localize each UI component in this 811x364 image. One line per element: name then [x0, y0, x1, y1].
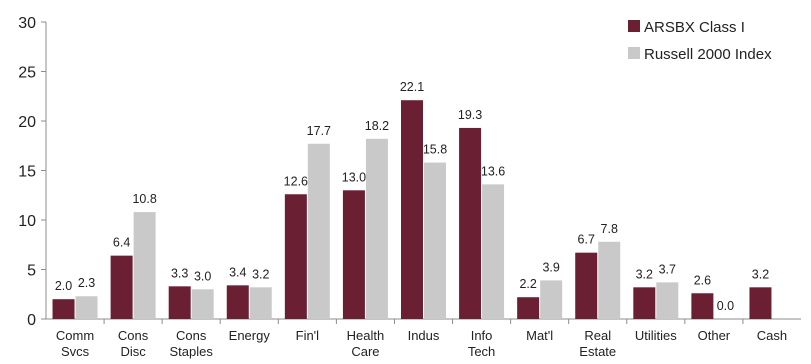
legend-swatch-russell — [628, 47, 640, 59]
bar-arsbx — [226, 285, 249, 319]
bar-arsbx — [633, 287, 656, 319]
x-category-label: Utilities — [635, 328, 677, 343]
data-label: 0.0 — [717, 299, 734, 313]
data-label: 13.0 — [342, 170, 366, 184]
data-label: 3.7 — [659, 262, 676, 276]
y-tick-label: 5 — [27, 263, 36, 280]
bar-russell — [365, 138, 388, 319]
data-label: 10.8 — [132, 192, 156, 206]
data-label: 6.7 — [578, 233, 595, 247]
data-label: 6.4 — [113, 236, 130, 250]
legend-swatch-arsbx — [628, 20, 640, 32]
bar-russell — [656, 282, 679, 319]
data-label: 12.6 — [284, 174, 308, 188]
y-tick-label: 15 — [18, 164, 36, 181]
data-label: 15.8 — [423, 143, 447, 157]
y-tick-label: 0 — [27, 312, 36, 329]
bar-russell — [133, 212, 156, 319]
data-label: 7.8 — [601, 222, 618, 236]
bar-russell — [307, 143, 330, 319]
bar-russell — [482, 184, 505, 319]
y-tick-label: 10 — [18, 213, 36, 230]
bar-arsbx — [342, 190, 365, 319]
data-label: 19.3 — [458, 108, 482, 122]
x-category-label: Comm — [56, 328, 94, 343]
data-labels: 2.0 2.3 6.4 10.8 3.3 3.0 3.4 3.2 12.6 17.7 13.0 18.… — [55, 80, 769, 313]
bar-arsbx — [401, 100, 423, 320]
data-label: 13.6 — [481, 164, 505, 178]
axes: 051015202530CommSvcsConsDiscConsStaplesE… — [18, 15, 801, 359]
bar-arsbx — [110, 255, 133, 319]
data-label: 22.1 — [400, 80, 424, 94]
y-tick-label: 20 — [18, 114, 36, 131]
x-category-label: Real — [584, 328, 611, 343]
x-category-label: Care — [351, 344, 379, 359]
x-category-label: Disc — [120, 344, 146, 359]
data-label: 2.6 — [694, 273, 711, 287]
bar-russell — [598, 241, 621, 319]
x-category-label: Fin'l — [296, 328, 320, 343]
bar-russell — [424, 162, 446, 319]
data-label: 3.9 — [542, 260, 559, 274]
bars — [52, 100, 772, 320]
data-label: 3.4 — [229, 265, 246, 279]
bar-arsbx — [459, 127, 482, 320]
y-tick-label: 30 — [18, 15, 36, 32]
data-label: 3.2 — [252, 267, 269, 281]
bar-arsbx — [168, 286, 191, 319]
bar-arsbx — [575, 252, 598, 319]
x-category-label: Health — [347, 328, 385, 343]
x-category-label: Cons — [176, 328, 207, 343]
data-label: 18.2 — [365, 119, 389, 133]
x-category-label: Mat'l — [526, 328, 553, 343]
legend-entry: ARSBX Class I — [644, 19, 745, 36]
data-label: 3.0 — [194, 269, 211, 283]
x-category-label: Staples — [170, 344, 214, 359]
y-tick-label: 25 — [18, 65, 36, 82]
data-label: 2.3 — [78, 276, 95, 290]
bar-arsbx — [284, 194, 307, 319]
x-category-label: Cash — [757, 328, 787, 343]
bar-russell — [191, 289, 214, 319]
bar-arsbx — [691, 293, 714, 319]
data-label: 3.3 — [171, 266, 188, 280]
data-label: 17.7 — [307, 124, 331, 138]
x-category-label: Estate — [579, 344, 616, 359]
data-label: 2.0 — [55, 279, 72, 293]
bar-arsbx — [52, 299, 75, 319]
bar-russell — [540, 280, 563, 319]
x-category-label: Cons — [118, 328, 149, 343]
data-label: 2.2 — [519, 277, 536, 291]
x-category-label: Indus — [408, 328, 440, 343]
x-category-label: Energy — [229, 328, 271, 343]
legend-entry: Russell 2000 Index — [644, 46, 772, 63]
bar-russell — [75, 296, 98, 319]
legend: ARSBX Class I Russell 2000 Index — [628, 19, 772, 63]
data-label: 3.2 — [752, 267, 769, 281]
x-category-label: Svcs — [61, 344, 90, 359]
bar-arsbx — [517, 297, 540, 319]
x-category-label: Other — [698, 328, 731, 343]
data-label: 3.2 — [636, 267, 653, 281]
x-category-label: Info — [471, 328, 493, 343]
bar-russell — [249, 287, 272, 319]
x-category-label: Tech — [468, 344, 495, 359]
bar-arsbx — [749, 287, 772, 319]
